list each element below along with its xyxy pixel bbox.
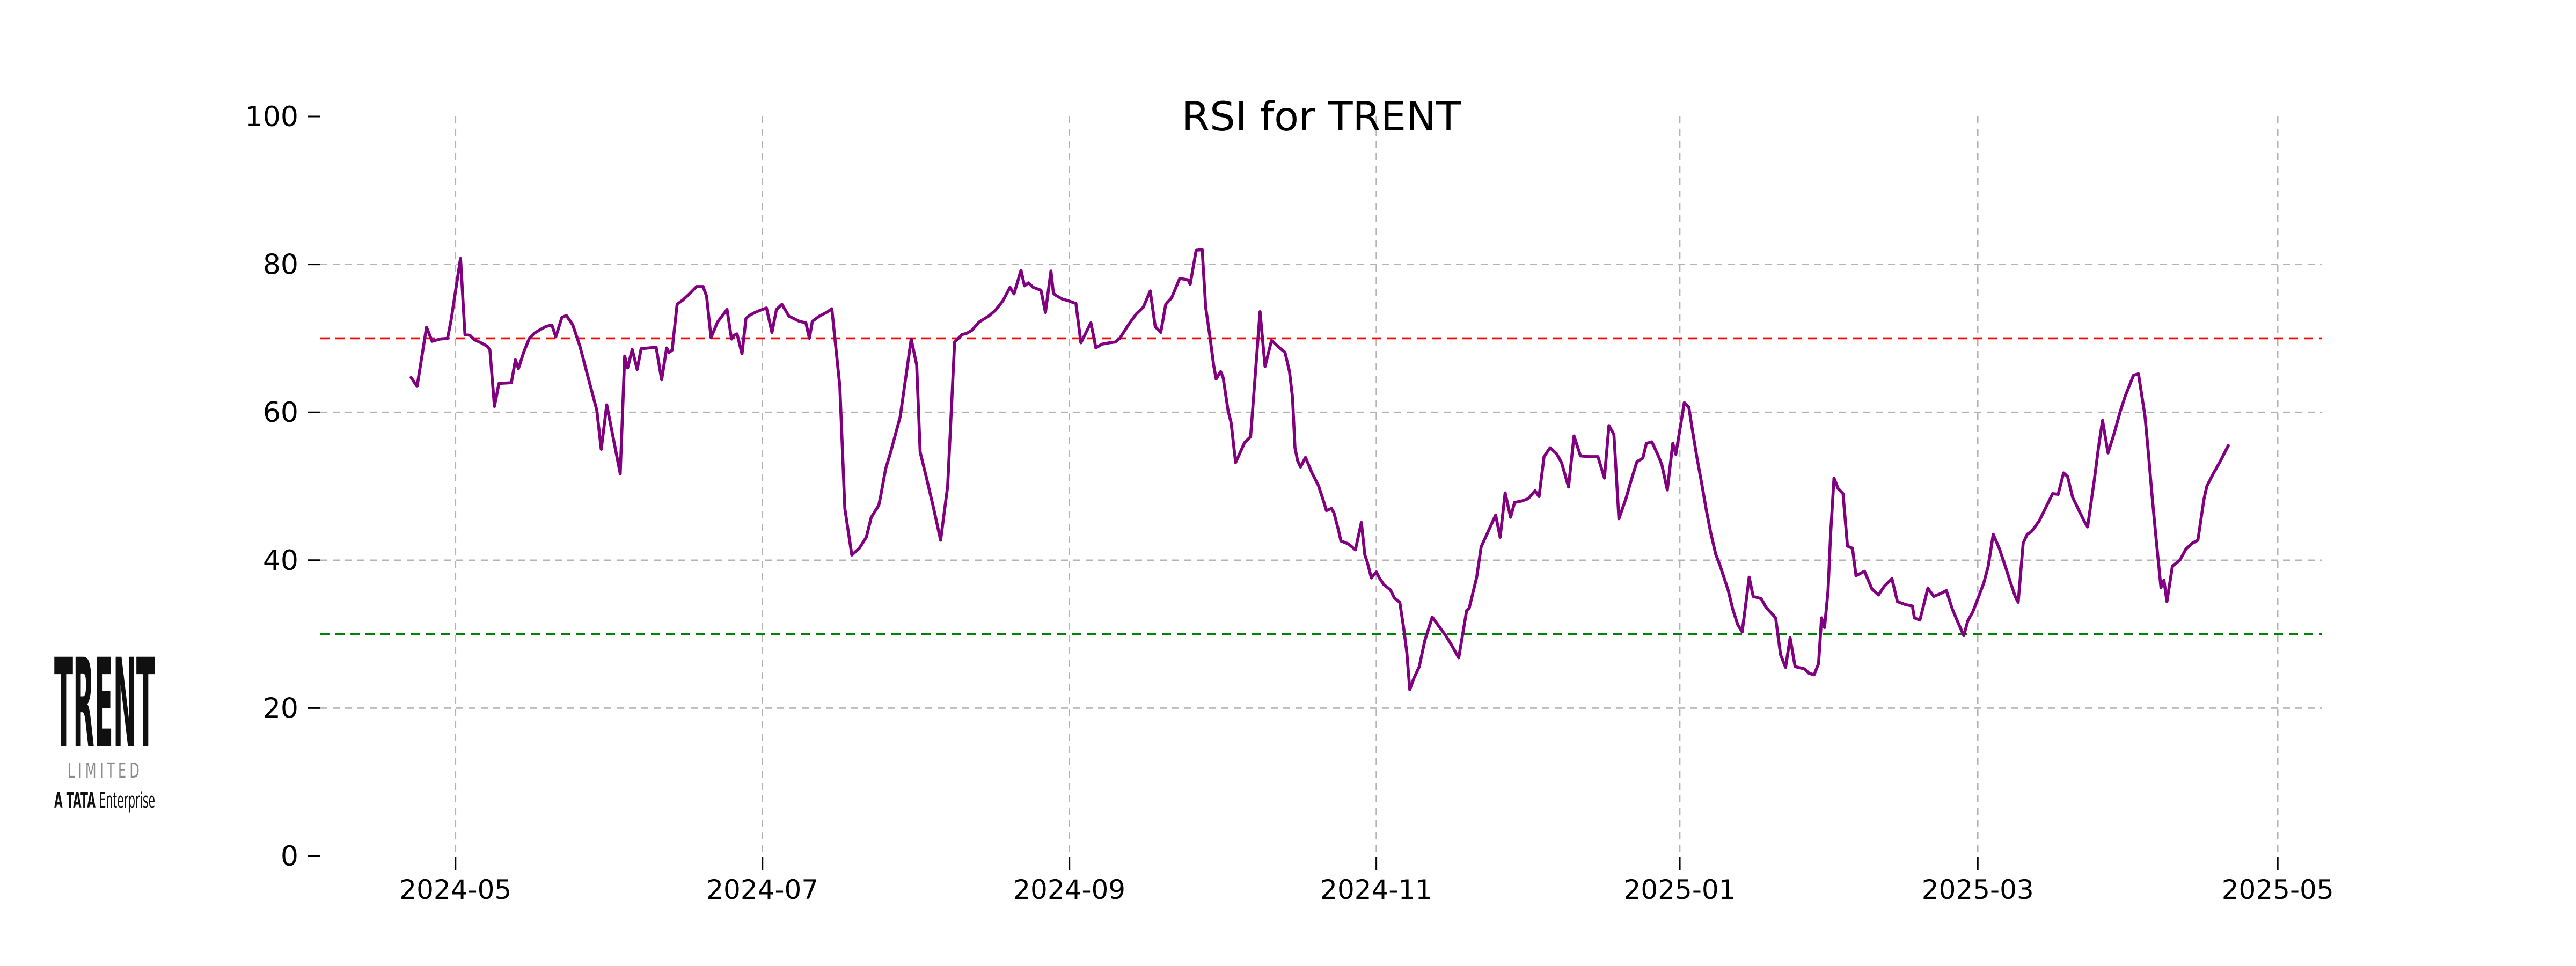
logo-wordmark-trent: TRENT xyxy=(54,632,155,775)
x-tick-label: 2025-05 xyxy=(2222,874,2334,905)
trent-logo: TRENT LIMITED A TATA Enterprise xyxy=(54,632,155,813)
y-tick-label: 60 xyxy=(263,397,298,429)
x-tick-label: 2024-05 xyxy=(399,874,511,905)
x-tick-label: 2024-09 xyxy=(1013,874,1125,905)
x-axis: 2024-05 2024-07 2024-09 2024-11 2025-01 2025-… xyxy=(399,857,2334,905)
y-tick-label: 0 xyxy=(281,840,298,873)
y-tick-label: 100 xyxy=(245,101,298,133)
gridlines xyxy=(320,116,2322,856)
logo-tata-rest: Enterprise xyxy=(96,788,155,813)
y-tick-label: 20 xyxy=(263,692,298,724)
logo-tata-enterprise: A TATA Enterprise xyxy=(54,788,155,813)
logo-tata-bold: TATA xyxy=(67,788,96,813)
y-tick-label: 40 xyxy=(263,545,298,577)
logo-limited-text: LIMITED xyxy=(68,759,143,782)
y-tick-label: 80 xyxy=(263,249,298,281)
x-tick-label: 2025-03 xyxy=(1922,874,2034,905)
y-axis: 0 20 40 60 80 100 xyxy=(245,101,320,873)
logo-tata-prefix: A xyxy=(54,788,67,813)
chart-title: RSI for TRENT xyxy=(1182,93,1461,140)
rsi-line-series xyxy=(409,248,2230,691)
x-tick-label: 2024-11 xyxy=(1320,874,1432,905)
reference-lines xyxy=(320,337,2322,635)
x-tick-label: 2025-01 xyxy=(1624,874,1736,905)
x-tick-label: 2024-07 xyxy=(706,874,818,905)
